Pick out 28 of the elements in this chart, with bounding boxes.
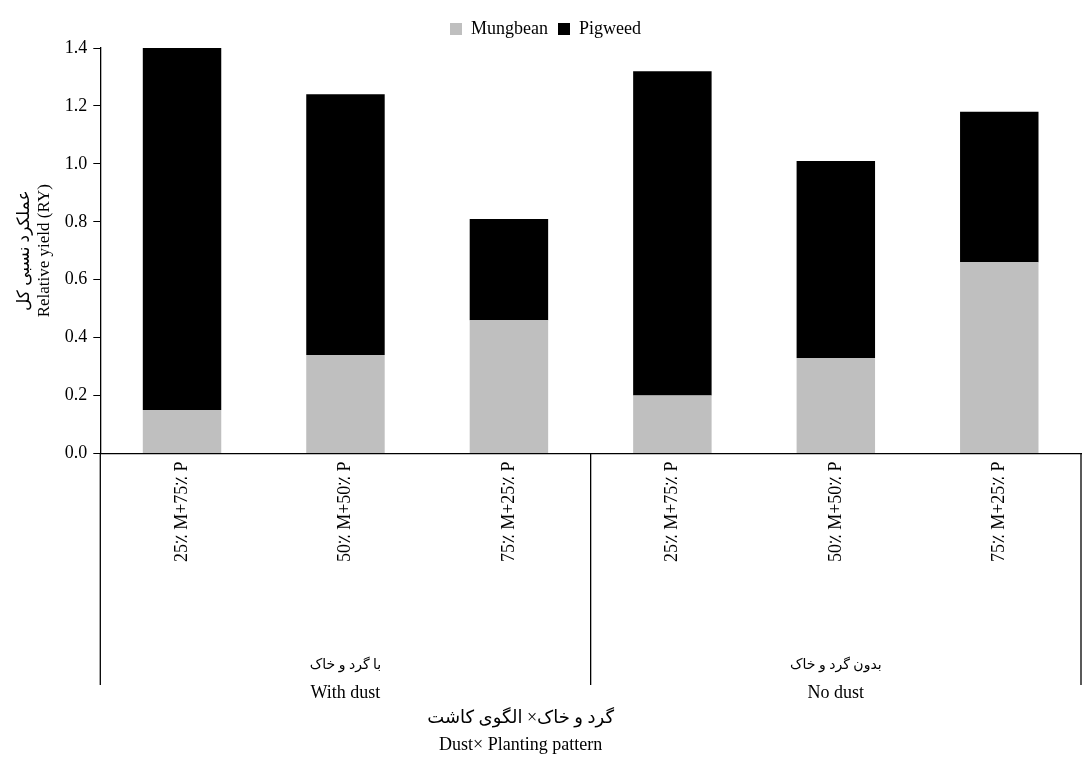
bar — [796, 357, 876, 453]
bar — [960, 262, 1039, 453]
y-tick-label: 0.4 — [64, 326, 88, 347]
legend-label: Pigweed — [579, 17, 641, 38]
y-tick-label: 1.2 — [64, 94, 88, 115]
x-tick-label: 25٪ M+75٪ P — [170, 461, 191, 563]
bar — [469, 218, 549, 321]
y-tick-label: 0.6 — [64, 268, 88, 289]
bar — [960, 111, 1039, 263]
y-tick-label: 0.2 — [64, 384, 88, 405]
x-tick-label: 75٪ M+25٪ P — [988, 461, 1009, 563]
y-tick-label: 1.4 — [64, 36, 88, 57]
bar — [142, 410, 222, 453]
y-tick-label: 1.0 — [64, 152, 88, 173]
bar — [796, 160, 876, 358]
x-tick-label: 50٪ M+50٪ P — [824, 461, 845, 563]
x-tick-label: 50٪ M+50٪ P — [334, 461, 355, 563]
bar — [469, 320, 549, 453]
bar — [306, 355, 385, 453]
x-tick-label: 75٪ M+25٪ P — [497, 461, 518, 563]
y-tick-label: 0.8 — [64, 210, 88, 231]
legend-label: Mungbean — [471, 17, 548, 38]
bar — [306, 94, 385, 356]
bar — [633, 71, 712, 396]
bar — [633, 395, 712, 453]
y-tick-label: 0.0 — [64, 442, 88, 463]
x-tick-label: 25٪ M+75٪ P — [661, 461, 682, 563]
bar — [142, 48, 222, 411]
